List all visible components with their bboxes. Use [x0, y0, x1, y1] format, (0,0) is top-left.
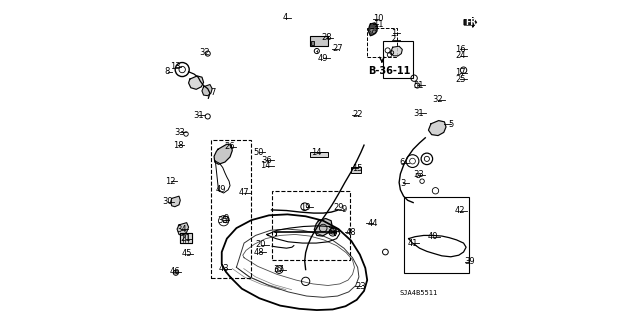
Bar: [311, 41, 314, 45]
Text: 28: 28: [321, 33, 332, 42]
Text: 15: 15: [353, 164, 363, 173]
Text: 30: 30: [162, 197, 173, 206]
Bar: [383, 41, 413, 78]
Text: 45: 45: [181, 249, 192, 258]
Text: 38: 38: [328, 227, 338, 236]
Text: 33: 33: [413, 170, 424, 179]
Text: 37: 37: [274, 265, 285, 274]
Text: 46: 46: [170, 267, 180, 276]
Text: 25: 25: [455, 75, 466, 84]
Polygon shape: [214, 144, 232, 164]
Text: 18: 18: [173, 141, 183, 150]
Text: 49: 49: [318, 54, 328, 63]
Text: 27: 27: [332, 44, 343, 53]
Text: 21: 21: [180, 234, 191, 243]
Text: 42: 42: [455, 206, 466, 215]
Text: 19: 19: [300, 203, 311, 212]
Text: 47: 47: [239, 189, 250, 197]
Polygon shape: [369, 23, 378, 36]
Bar: [310, 152, 328, 157]
Text: 16: 16: [455, 45, 466, 54]
Text: 31: 31: [193, 111, 204, 120]
Text: 11: 11: [373, 20, 383, 29]
Text: 31: 31: [413, 109, 424, 118]
Text: 14: 14: [312, 148, 322, 157]
Polygon shape: [464, 18, 476, 27]
Text: B-36-11: B-36-11: [368, 66, 410, 76]
Circle shape: [331, 230, 335, 234]
Text: FR.: FR.: [465, 18, 479, 27]
Text: 1: 1: [391, 29, 396, 38]
Text: 10: 10: [373, 14, 383, 23]
Bar: [367, 28, 397, 57]
Text: 32: 32: [199, 48, 210, 57]
Text: 13: 13: [170, 63, 180, 71]
Text: 36: 36: [261, 156, 272, 165]
Polygon shape: [171, 196, 180, 207]
Text: 6: 6: [399, 158, 405, 167]
Text: SJA4B5511: SJA4B5511: [399, 290, 437, 296]
Text: 14: 14: [260, 161, 271, 170]
Text: 5: 5: [448, 120, 453, 129]
Text: 48: 48: [346, 228, 356, 237]
Circle shape: [175, 271, 177, 274]
Text: 40: 40: [428, 232, 438, 241]
Text: 23: 23: [355, 282, 366, 291]
Text: 33: 33: [174, 128, 185, 137]
Text: 8: 8: [165, 67, 170, 76]
Bar: [211, 140, 251, 278]
Bar: [271, 191, 349, 260]
Text: 35: 35: [218, 216, 228, 225]
Text: 34: 34: [176, 225, 186, 234]
Text: 3: 3: [400, 179, 406, 188]
Text: 43: 43: [219, 264, 230, 273]
Text: 51: 51: [413, 81, 424, 90]
Text: 48: 48: [254, 248, 265, 256]
Text: 50: 50: [253, 148, 264, 157]
Text: 26: 26: [225, 142, 236, 151]
Text: 24: 24: [455, 51, 466, 60]
Text: 22: 22: [353, 110, 363, 119]
Text: 44: 44: [367, 219, 378, 228]
Polygon shape: [180, 233, 192, 243]
Circle shape: [372, 30, 376, 34]
Text: 7: 7: [210, 88, 215, 97]
Text: 39: 39: [464, 257, 475, 266]
Text: 4: 4: [282, 13, 287, 22]
Bar: [310, 36, 328, 46]
Text: 32: 32: [433, 95, 444, 104]
Text: 20: 20: [256, 241, 266, 249]
Polygon shape: [177, 223, 189, 235]
Text: 29: 29: [333, 203, 344, 212]
Text: 12: 12: [166, 177, 176, 186]
Text: 9: 9: [341, 205, 346, 214]
Polygon shape: [391, 46, 403, 56]
Text: 41: 41: [407, 239, 418, 248]
Polygon shape: [428, 121, 446, 136]
Circle shape: [370, 28, 374, 32]
Text: 9: 9: [223, 214, 228, 223]
Text: 2: 2: [391, 35, 396, 44]
Text: 49: 49: [216, 185, 227, 194]
Polygon shape: [314, 219, 332, 236]
Bar: [351, 167, 362, 173]
Polygon shape: [189, 76, 204, 89]
Bar: [404, 197, 469, 273]
Text: 17: 17: [455, 68, 466, 77]
Polygon shape: [202, 85, 212, 96]
